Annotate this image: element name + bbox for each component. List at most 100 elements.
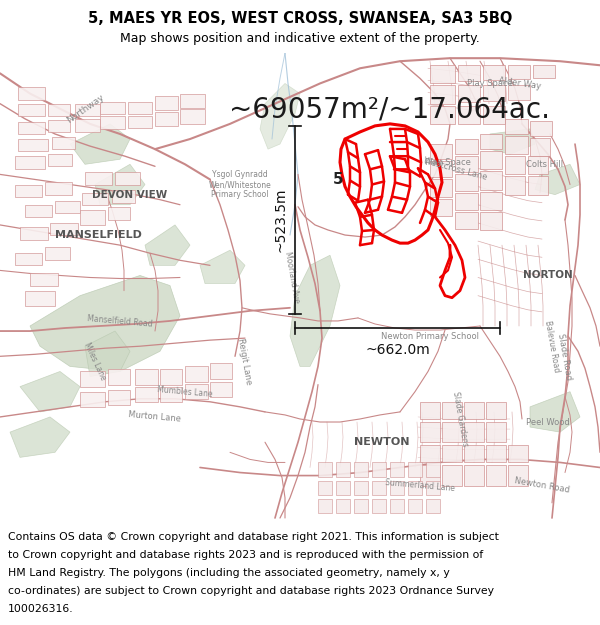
Text: Alder Way: Alder Way xyxy=(498,76,542,91)
Polygon shape xyxy=(52,137,75,149)
Polygon shape xyxy=(486,445,506,462)
Polygon shape xyxy=(408,462,422,477)
Polygon shape xyxy=(426,499,440,513)
Polygon shape xyxy=(260,84,300,149)
Text: Play Space: Play Space xyxy=(467,79,513,88)
Polygon shape xyxy=(82,192,108,205)
Polygon shape xyxy=(420,402,440,419)
Text: Contains OS data © Crown copyright and database right 2021. This information is : Contains OS data © Crown copyright and d… xyxy=(8,532,499,542)
Text: to Crown copyright and database rights 2023 and is reproduced with the permissio: to Crown copyright and database rights 2… xyxy=(8,550,483,560)
Polygon shape xyxy=(336,462,350,477)
Polygon shape xyxy=(45,182,72,194)
Polygon shape xyxy=(100,102,125,114)
Polygon shape xyxy=(480,171,502,189)
Polygon shape xyxy=(458,86,480,102)
Polygon shape xyxy=(505,119,528,134)
Polygon shape xyxy=(408,481,422,495)
Polygon shape xyxy=(455,212,478,229)
Polygon shape xyxy=(160,369,182,384)
Polygon shape xyxy=(75,104,100,116)
Polygon shape xyxy=(85,173,112,184)
Polygon shape xyxy=(528,176,548,194)
Text: Colts Hill: Colts Hill xyxy=(526,160,563,169)
Text: Miles Lane: Miles Lane xyxy=(82,341,107,382)
Polygon shape xyxy=(372,499,386,513)
Polygon shape xyxy=(372,481,386,495)
Polygon shape xyxy=(455,139,478,154)
Polygon shape xyxy=(18,122,45,134)
Polygon shape xyxy=(430,86,455,104)
Polygon shape xyxy=(200,250,245,284)
Polygon shape xyxy=(455,156,478,172)
Polygon shape xyxy=(354,481,368,495)
Polygon shape xyxy=(318,481,332,495)
Polygon shape xyxy=(420,445,440,462)
Polygon shape xyxy=(135,369,158,384)
Polygon shape xyxy=(185,366,208,382)
Polygon shape xyxy=(464,422,484,442)
Polygon shape xyxy=(354,499,368,513)
Polygon shape xyxy=(108,369,130,384)
Text: Balevue Road: Balevue Road xyxy=(543,319,561,372)
Polygon shape xyxy=(530,121,552,136)
Polygon shape xyxy=(318,462,332,477)
Polygon shape xyxy=(10,417,70,457)
Polygon shape xyxy=(185,384,208,399)
Polygon shape xyxy=(508,65,530,79)
Text: Ysgol Gynradd
Wen/Whitestone
Primary School: Ysgol Gynradd Wen/Whitestone Primary Sch… xyxy=(209,169,271,199)
Text: DEVON VIEW: DEVON VIEW xyxy=(92,189,167,199)
Polygon shape xyxy=(354,462,368,477)
Text: Newton Primary School: Newton Primary School xyxy=(381,332,479,341)
Polygon shape xyxy=(336,481,350,495)
Polygon shape xyxy=(430,161,452,177)
Polygon shape xyxy=(25,205,52,217)
Polygon shape xyxy=(30,276,180,371)
Polygon shape xyxy=(45,247,70,260)
Polygon shape xyxy=(530,392,580,432)
Polygon shape xyxy=(430,106,455,124)
Polygon shape xyxy=(408,499,422,513)
Polygon shape xyxy=(508,445,528,462)
Polygon shape xyxy=(108,207,130,220)
Polygon shape xyxy=(15,184,42,197)
Polygon shape xyxy=(464,445,484,462)
Polygon shape xyxy=(420,422,440,442)
Text: NEWTON: NEWTON xyxy=(354,438,410,448)
Polygon shape xyxy=(535,164,580,194)
Text: Moorland Ave: Moorland Ave xyxy=(283,251,301,304)
Polygon shape xyxy=(420,466,440,486)
Polygon shape xyxy=(155,96,178,110)
Polygon shape xyxy=(480,212,502,230)
Text: NORTON: NORTON xyxy=(523,271,573,281)
Polygon shape xyxy=(15,156,45,169)
Text: co-ordinates) are subject to Crown copyright and database rights 2023 Ordnance S: co-ordinates) are subject to Crown copyr… xyxy=(8,586,494,596)
Polygon shape xyxy=(20,227,48,240)
Polygon shape xyxy=(483,65,505,81)
Polygon shape xyxy=(426,481,440,495)
Polygon shape xyxy=(128,102,152,114)
Text: Slade Road: Slade Road xyxy=(556,332,574,380)
Polygon shape xyxy=(505,156,525,174)
Text: ~662.0m: ~662.0m xyxy=(365,343,430,357)
Polygon shape xyxy=(80,210,105,225)
Polygon shape xyxy=(458,106,480,124)
Text: ~523.5m: ~523.5m xyxy=(274,188,288,252)
Polygon shape xyxy=(75,119,100,132)
Polygon shape xyxy=(80,371,105,387)
Text: Northway: Northway xyxy=(65,92,106,125)
Polygon shape xyxy=(505,136,528,154)
Polygon shape xyxy=(508,466,528,486)
Polygon shape xyxy=(100,116,125,129)
Polygon shape xyxy=(160,387,182,402)
Text: 5, MAES YR EOS, WEST CROSS, SWANSEA, SA3 5BQ: 5, MAES YR EOS, WEST CROSS, SWANSEA, SA3… xyxy=(88,11,512,26)
Polygon shape xyxy=(290,255,340,366)
Polygon shape xyxy=(480,134,502,149)
Polygon shape xyxy=(108,389,130,405)
Text: 100026316.: 100026316. xyxy=(8,604,73,614)
Polygon shape xyxy=(430,144,452,159)
Polygon shape xyxy=(95,164,145,205)
Polygon shape xyxy=(486,422,506,442)
Polygon shape xyxy=(210,363,232,379)
Polygon shape xyxy=(55,201,80,212)
Polygon shape xyxy=(426,462,440,477)
